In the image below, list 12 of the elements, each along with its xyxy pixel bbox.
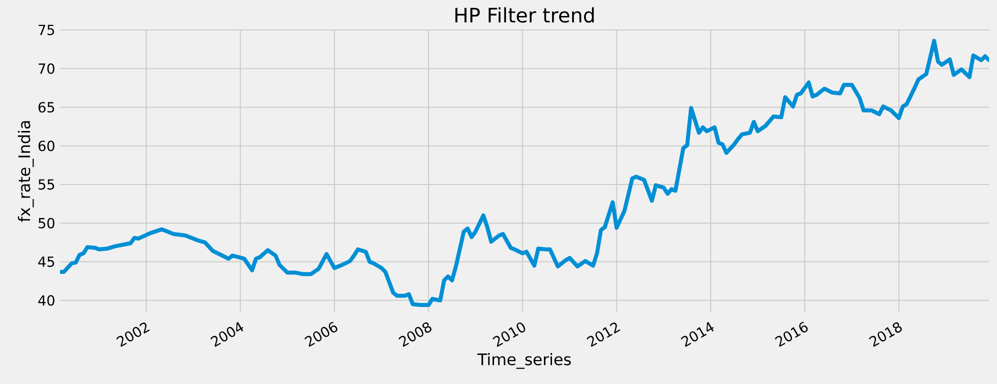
y-tick-label: 50 [38,218,54,228]
y-tick-label: 45 [38,256,54,267]
y-tick-label: 70 [38,63,54,74]
x-axis-title: Time_series [477,353,571,369]
y-tick-label: 75 [38,24,54,36]
y-tick-label: 55 [38,179,54,190]
y-axis-title: fx_rate_India [18,121,34,222]
y-tick-label: 65 [38,102,54,113]
y-tick-label: 40 [38,295,54,306]
chart-title: HP Filter trend [455,7,594,23]
y-tick-label: 60 [38,140,54,152]
line-series [60,38,990,308]
